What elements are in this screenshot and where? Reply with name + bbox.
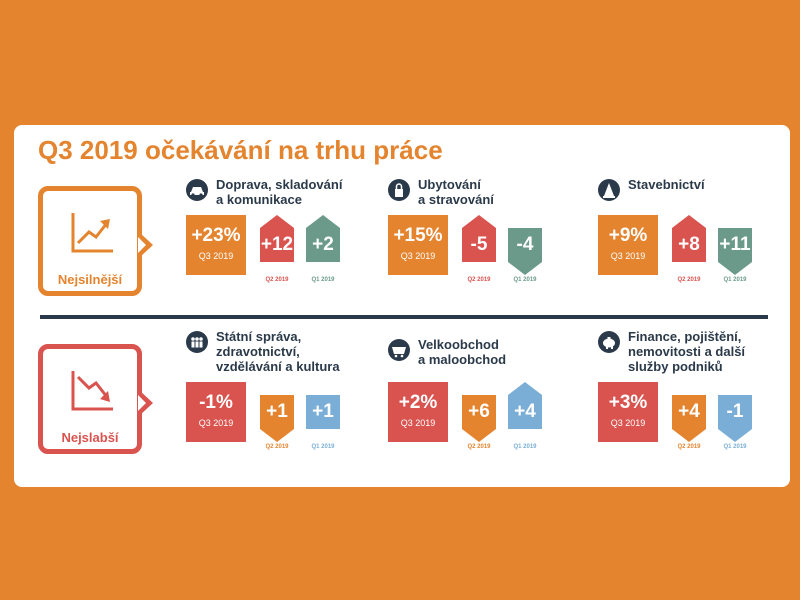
q3-label: Q3 2019: [400, 418, 436, 428]
q1-change-box: -1: [718, 395, 752, 429]
sector-name-line: a komunikace: [216, 192, 302, 207]
infographic-card: Q3 2019 očekávání na trhu práce Nejsilně…: [14, 125, 790, 487]
q3-value: -1%: [199, 392, 233, 413]
q1-label: Q1 2019: [723, 444, 747, 450]
arrow-up-icon: [306, 215, 340, 228]
q2-label: Q2 2019: [265, 444, 289, 450]
q3-value-box: +9% Q3 2019: [598, 215, 658, 275]
cone-icon: [598, 179, 620, 201]
q2-change-box: +8: [672, 228, 706, 262]
q3-value-box: +3% Q3 2019: [598, 382, 658, 442]
q1-change-box: +11: [718, 228, 752, 262]
q1-change-box: -4: [508, 228, 542, 262]
q1-label: Q1 2019: [513, 277, 537, 283]
sector-name: Stavebnictví: [628, 177, 778, 192]
q2-label: Q2 2019: [467, 444, 491, 450]
basket-icon: [388, 339, 410, 361]
q2-label: Q2 2019: [677, 277, 701, 283]
q1-label: Q1 2019: [513, 444, 537, 450]
piggy-bank-icon: [598, 331, 620, 353]
q3-value: +23%: [191, 225, 241, 246]
sector-name-line: Doprava, skladování: [216, 177, 343, 192]
weakest-label: Nejslabší: [61, 430, 119, 445]
sector-name: Velkoobchod a maloobchod: [418, 337, 568, 367]
sector-name-line: vzdělávání a kultura: [216, 359, 340, 374]
q1-change-box: +1: [306, 395, 340, 429]
sector-name-line: Finance, pojištění,: [628, 329, 742, 344]
arrow-down-icon: [718, 429, 752, 442]
q3-label: Q3 2019: [610, 251, 646, 261]
strongest-label: Nejsilnější: [57, 272, 123, 287]
q3-value: +15%: [393, 225, 443, 246]
q2-change-box: +1: [260, 395, 294, 429]
sector-name-line: Velkoobchod: [418, 337, 499, 352]
arrow-down-icon: [260, 429, 294, 442]
arrow-down-icon: [672, 429, 706, 442]
arrow-down-icon: [462, 429, 496, 442]
q1-change-box: +2: [306, 228, 340, 262]
q1-label: Q1 2019: [311, 444, 335, 450]
q3-value: +9%: [608, 225, 648, 246]
arrow-up-icon: [462, 215, 496, 228]
sector-name-line: Ubytování: [418, 177, 481, 192]
q3-label: Q3 2019: [610, 418, 646, 428]
arrow-up-icon: [260, 215, 294, 228]
lock-icon: [388, 179, 410, 201]
weakest-label-box: Nejslabší: [38, 344, 153, 454]
q1-label: Q1 2019: [311, 277, 335, 283]
q3-value-box: +2% Q3 2019: [388, 382, 448, 442]
trend-down-icon: [71, 371, 113, 411]
q2-change-box: +6: [462, 395, 496, 429]
q2-change-box: -5: [462, 228, 496, 262]
sector-name-line: a stravování: [418, 192, 494, 207]
q3-value-box: +23% Q3 2019: [186, 215, 246, 275]
q2-change-box: +12: [260, 228, 294, 262]
sector-name-line: Státní správa,: [216, 329, 302, 344]
q3-value: +2%: [398, 392, 438, 413]
q2-change-box: +4: [672, 395, 706, 429]
q1-change-box: +4: [508, 395, 542, 429]
q3-label: Q3 2019: [198, 251, 234, 261]
q3-value-box: -1% Q3 2019: [186, 382, 246, 442]
q3-label: Q3 2019: [198, 418, 234, 428]
sector-name-line: zdravotnictví,: [216, 344, 300, 359]
people-icon: [186, 331, 208, 353]
page-title: Q3 2019 očekávání na trhu práce: [38, 135, 443, 165]
car-icon: [186, 179, 208, 201]
sector-name: Ubytování a stravování: [418, 177, 568, 207]
sector-name: Finance, pojištění, nemovitosti a další sl…: [628, 329, 778, 374]
arrow-up-icon: [508, 382, 542, 395]
q3-label: Q3 2019: [400, 251, 436, 261]
arrow-down-icon: [508, 262, 542, 275]
sector-name-line: a maloobchod: [418, 352, 507, 367]
trend-up-icon: [71, 213, 113, 253]
q1-label: Q1 2019: [723, 277, 747, 283]
q2-label: Q2 2019: [265, 277, 289, 283]
q3-value-box: +15% Q3 2019: [388, 215, 448, 275]
sector-name: Doprava, skladování a komunikace: [216, 177, 366, 207]
arrow-down-icon: [718, 262, 752, 275]
q2-label: Q2 2019: [467, 277, 491, 283]
arrow-up-icon: [672, 215, 706, 228]
sector-name-line: nemovitosti a další: [628, 344, 746, 359]
sector-name: Státní správa, zdravotnictví, vzdělávání a…: [216, 329, 366, 374]
sector-name-line: služby podniků: [628, 359, 723, 374]
strongest-label-box: Nejsilnější: [38, 186, 153, 296]
sector-name-line: Stavebnictví: [628, 177, 705, 192]
row-divider: [40, 315, 768, 319]
q3-value: +3%: [608, 392, 648, 413]
q2-label: Q2 2019: [677, 444, 701, 450]
